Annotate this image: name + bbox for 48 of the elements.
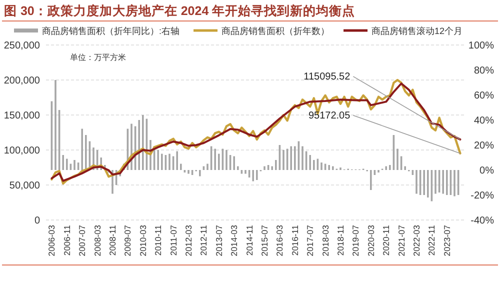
x-tick-label: 2020-11 <box>381 224 392 256</box>
y2-tick-label: 20% <box>474 140 494 152</box>
y-tick-label: 200,000 <box>4 76 40 86</box>
x-tick-label: 2022-11 <box>426 224 437 256</box>
x-tick-label: 2013-07 <box>214 224 224 256</box>
x-tick-label: 2017-07 <box>305 224 316 256</box>
y2-tick-label: -40% <box>470 216 494 226</box>
x-tick-label: 2016-11 <box>290 224 300 256</box>
x-tick-label: 2009-07 <box>122 224 133 256</box>
annotation: 115095.52 <box>304 71 351 82</box>
x-tick-label: 2008-03 <box>92 224 102 256</box>
x-tick-label: 2022-03 <box>412 224 422 256</box>
y2-tick-label: 40% <box>474 116 494 126</box>
y-tick-label: 150,000 <box>4 110 40 122</box>
x-tick-label: 2014-11 <box>244 224 254 256</box>
x-tick-label: 2010-03 <box>138 224 148 256</box>
x-tick-label: 2015-07 <box>260 224 270 256</box>
x-tick-label: 2007-07 <box>77 224 88 256</box>
annotation: 单位：万平方米 <box>70 53 126 62</box>
x-tick-label: 2016-03 <box>274 224 285 256</box>
y2-tick-label: 60% <box>474 90 494 102</box>
x-tick-label: 2019-07 <box>350 224 361 256</box>
x-tick-label: 2008-11 <box>108 224 118 256</box>
x-tick-label: 2021-07 <box>396 224 406 256</box>
y-tick-label: 50,000 <box>9 180 40 192</box>
x-tick-label: 2010-11 <box>153 224 164 256</box>
chart-title: 图 30：政策力度加大房地产在 2024 年开始寻找到新的均衡点 <box>4 3 356 18</box>
x-tick-label: 2012-11 <box>198 224 209 256</box>
legend-label: 商品房销售面积（折年同比）:右轴 <box>42 26 180 36</box>
y-tick-label: 250,000 <box>4 40 40 52</box>
x-tick-label: 2018-03 <box>320 224 330 256</box>
x-tick-label: 2006-11 <box>62 224 72 256</box>
y2-tick-label: 80% <box>474 66 494 76</box>
y2-tick-label: 0% <box>480 166 494 176</box>
legend-label: 商品房销售面积（折年数） <box>222 26 330 36</box>
y2-tick-label: 100% <box>468 40 494 52</box>
annotation: 95172.05 <box>308 110 351 122</box>
y2-tick-label: -20% <box>470 190 494 202</box>
y-tick-label: 100,000 <box>4 146 40 156</box>
x-tick-label: 2014-03 <box>229 224 240 256</box>
x-tick-label: 2023-07 <box>442 224 452 256</box>
x-tick-label: 2011-07 <box>168 224 178 256</box>
x-tick-label: 2006-03 <box>46 224 57 256</box>
x-tick-label: 2018-11 <box>336 224 346 256</box>
y-tick-label: 0 <box>34 216 40 226</box>
x-tick-label: 2020-03 <box>366 224 376 256</box>
legend-label: 商品房销售滚动12个月 <box>372 26 463 36</box>
x-tick-label: 2012-03 <box>184 224 194 256</box>
